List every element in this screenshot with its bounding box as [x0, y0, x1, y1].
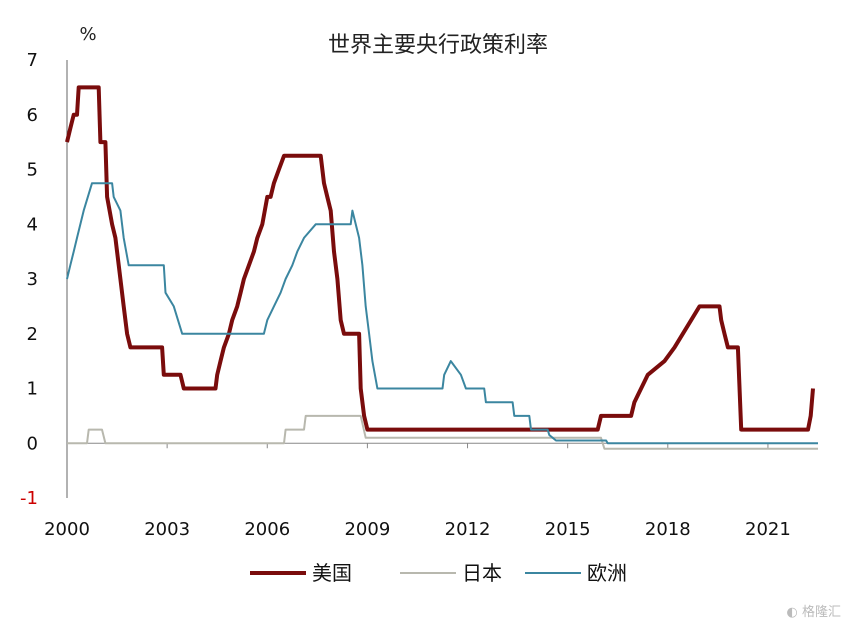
x-tick-label: 2012	[445, 519, 491, 540]
y-axis-unit: %	[79, 24, 96, 45]
legend-label-2: 欧洲	[587, 561, 627, 585]
y-tick-label: 0	[27, 433, 38, 454]
series-line-2	[66, 182, 818, 445]
watermark-logo: ◐ 格隆汇	[786, 605, 841, 620]
y-tick-label: 3	[27, 269, 38, 290]
y-tick-label: 6	[27, 105, 38, 126]
series-lines	[65, 85, 818, 450]
legend: 美国 日本 欧洲	[250, 561, 627, 585]
y-tick-label: -1	[20, 488, 38, 509]
x-tick-label: 2006	[244, 519, 290, 540]
y-tick-label: 4	[27, 214, 38, 235]
y-tick-label: 2	[27, 324, 38, 345]
y-tick-label: 1	[27, 379, 38, 400]
series-line-0	[65, 85, 815, 432]
x-tick-label: 2015	[545, 519, 591, 540]
x-tick-label: 2000	[44, 519, 90, 540]
series-line-1	[67, 414, 818, 450]
y-tick-label: 5	[27, 160, 38, 181]
legend-label-1: 日本	[462, 561, 502, 585]
x-tick-label: 2003	[144, 519, 190, 540]
x-axis-ticks: 2000 2003 2006 2009 2012 2015 2018 2021	[44, 443, 791, 540]
x-tick-label: 2018	[645, 519, 691, 540]
chart-title: 世界主要央行政策利率	[328, 33, 548, 58]
x-tick-label: 2009	[344, 519, 390, 540]
legend-label-0: 美国	[312, 561, 352, 585]
y-tick-label: 7	[27, 50, 38, 71]
y-axis-ticks: 7 6 5 4 3 2 1 0 -1	[20, 50, 38, 509]
x-tick-label: 2021	[745, 519, 791, 540]
